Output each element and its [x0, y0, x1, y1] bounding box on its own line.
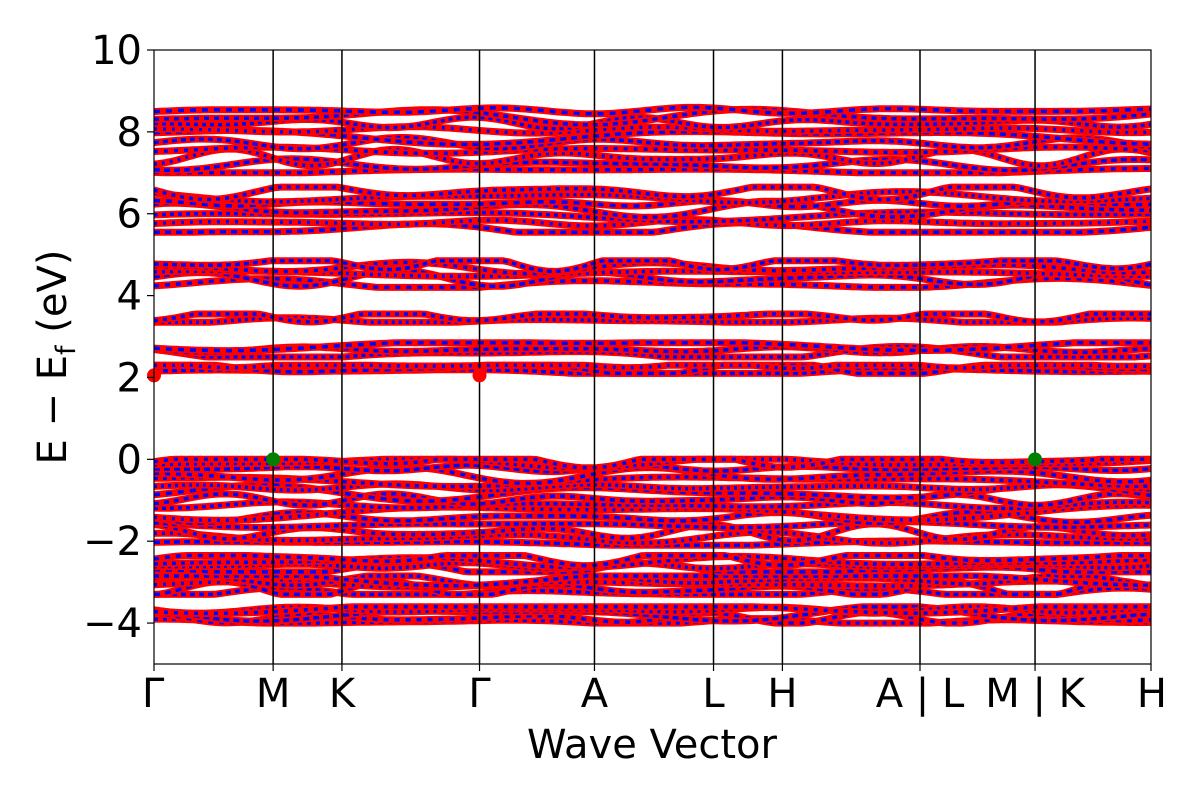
x-tick-label: H: [767, 671, 797, 717]
band-line-blue: [154, 268, 1151, 289]
band-line-blue: [154, 604, 1151, 623]
x-tick-label: H: [1137, 671, 1167, 717]
x-tick-label: L: [702, 671, 725, 717]
band-line-blue: [154, 198, 1151, 209]
x-tick-label: M: [256, 671, 291, 717]
band-line-blue: [154, 269, 1151, 279]
y-axis-label-subscript: f: [51, 344, 82, 355]
band-edge-markers: [147, 368, 1043, 467]
band-line-blue: [154, 500, 1151, 511]
band-line-blue: [154, 157, 1151, 173]
y-tick-label: −4: [83, 601, 142, 647]
x-tick-label: K: [329, 671, 357, 717]
band-line-blue: [154, 522, 1151, 543]
band-line-blue: [154, 604, 1151, 616]
x-tick-label: A: [581, 671, 609, 717]
band-line-blue: [154, 457, 1151, 470]
x-tick-label: M | K: [985, 671, 1086, 717]
band-line-blue: [154, 475, 1151, 489]
y-tick-label: 6: [117, 192, 142, 238]
band-line-blue: [154, 465, 1151, 486]
band-line-red: [154, 123, 1151, 137]
cbm-marker: [472, 368, 487, 383]
band-line-red: [154, 310, 1151, 326]
y-axis-ticks: −4 −2 0 2 4 6 8 10: [83, 28, 154, 647]
band-line-blue: [154, 105, 1151, 116]
y-axis-label-unit: (eV): [30, 250, 76, 346]
band-line-red: [154, 501, 1151, 524]
band-line-blue: [154, 344, 1151, 359]
band-line-blue: [154, 574, 1151, 588]
band-line-blue: [154, 463, 1151, 474]
band-line-blue: [154, 574, 1151, 588]
y-axis-label: E − Ef (eV): [30, 250, 82, 465]
y-tick-label: 2: [117, 355, 142, 401]
band-line-blue: [154, 107, 1151, 127]
bands-layer: [154, 103, 1151, 627]
band-line-blue: [154, 539, 1151, 548]
y-tick-label: −2: [83, 519, 142, 565]
band-line-blue: [154, 519, 1151, 530]
x-tick-label: A | L: [876, 671, 965, 717]
plot-frame: [153, 49, 1152, 665]
vbm-marker: [1028, 452, 1043, 467]
y-tick-label: 4: [117, 274, 142, 320]
band-line-blue: [154, 166, 1151, 175]
band-line-red: [154, 361, 1151, 372]
band-line-blue: [154, 185, 1151, 202]
x-tick-label: Γ: [142, 671, 165, 717]
band-line-blue: [154, 199, 1151, 220]
band-line-blue: [154, 363, 1151, 376]
band-line-blue: [154, 579, 1151, 597]
vbm-marker: [266, 452, 281, 467]
band-line-blue: [154, 135, 1151, 151]
high-symmetry-lines: [272, 50, 1036, 664]
band-line-blue: [154, 491, 1151, 508]
band-line-blue: [154, 482, 1151, 493]
y-tick-label: 8: [117, 110, 142, 156]
band-line-blue: [154, 259, 1151, 274]
band-line-blue: [154, 221, 1151, 234]
y-tick-label: 10: [91, 28, 142, 74]
x-tick-label: Γ: [468, 671, 491, 717]
band-line-blue: [154, 210, 1151, 224]
band-line-blue: [154, 340, 1151, 353]
band-line-blue: [154, 115, 1151, 131]
x-axis-label: Wave Vector: [527, 722, 778, 768]
y-tick-label: 0: [117, 437, 142, 483]
band-line-blue: [154, 553, 1151, 568]
